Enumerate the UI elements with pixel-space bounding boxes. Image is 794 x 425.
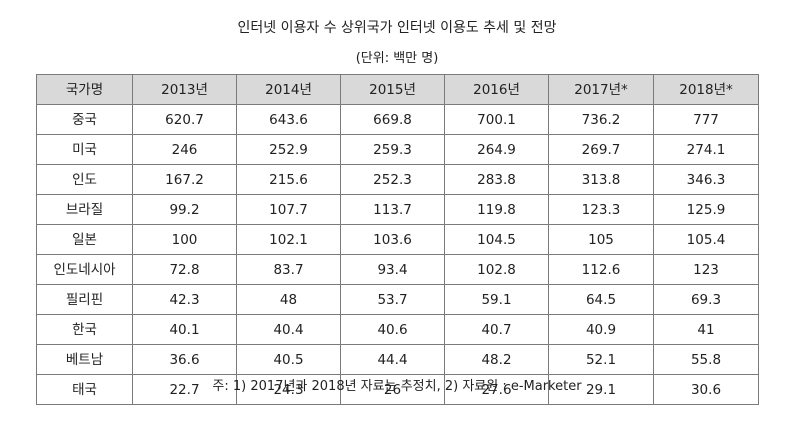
- table-cell: 346.3: [653, 164, 759, 195]
- table-cell: 53.7: [340, 284, 445, 315]
- table-cell: 41: [653, 314, 759, 345]
- row-country: 일본: [36, 224, 133, 255]
- footnote: 주: 1) 2017년과 2018년 자료는 추정치, 2) 자료원 : e-M…: [212, 379, 582, 394]
- table-row: 일본 100 102.1 103.6 104.5 105 105.4: [36, 224, 759, 255]
- table-cell: 100: [132, 224, 237, 255]
- table-cell: 27.6: [444, 374, 549, 405]
- table-cell: 252.3: [340, 164, 445, 195]
- table-row: 미국 246 252.9 259.3 264.9 269.7 274.1: [36, 134, 759, 165]
- header-2015: 2015년: [340, 74, 445, 105]
- table-cell: 123: [653, 254, 759, 285]
- row-country: 미국: [36, 134, 133, 165]
- table-cell: 669.8: [340, 104, 445, 135]
- table-cell: 105.4: [653, 224, 759, 255]
- table-cell: 48: [236, 284, 341, 315]
- table-cell: 103.6: [340, 224, 445, 255]
- table-cell: 777: [653, 104, 759, 135]
- table-cell: 40.9: [548, 314, 654, 345]
- table-cell: 72.8: [132, 254, 237, 285]
- table-cell: 643.6: [236, 104, 341, 135]
- table-cell: 40.7: [444, 314, 549, 345]
- table-cell: 64.5: [548, 284, 654, 315]
- internet-users-table: 국가명 2013년 2014년 2015년 2016년 2017년* 2018년…: [36, 74, 759, 405]
- table-row: 인도 167.2 215.6 252.3 283.8 313.8 346.3: [36, 164, 759, 195]
- table-cell: 252.9: [236, 134, 341, 165]
- table-cell: 736.2: [548, 104, 654, 135]
- table-cell: 44.4: [340, 344, 445, 375]
- table-cell: 112.6: [548, 254, 654, 285]
- header-2013: 2013년: [132, 74, 237, 105]
- table-cell: 102.8: [444, 254, 549, 285]
- table-cell: 24.3: [236, 374, 341, 405]
- table-cell: 36.6: [132, 344, 237, 375]
- row-country: 중국: [36, 104, 133, 135]
- table-cell: 104.5: [444, 224, 549, 255]
- table-cell: 167.2: [132, 164, 237, 195]
- table-cell: 30.6: [653, 374, 759, 405]
- table-cell: 215.6: [236, 164, 341, 195]
- table-cell: 274.1: [653, 134, 759, 165]
- header-2014: 2014년: [236, 74, 341, 105]
- table-cell: 52.1: [548, 344, 654, 375]
- table-cell: 55.8: [653, 344, 759, 375]
- table-cell: 83.7: [236, 254, 341, 285]
- table-cell: 119.8: [444, 194, 549, 225]
- row-country: 인도: [36, 164, 133, 195]
- table-cell: 107.7: [236, 194, 341, 225]
- table-cell: 283.8: [444, 164, 549, 195]
- header-2018: 2018년*: [653, 74, 759, 105]
- table-cell: 42.3: [132, 284, 237, 315]
- table-cell: 102.1: [236, 224, 341, 255]
- table-body: 중국 620.7 643.6 669.8 700.1 736.2 777 미국 …: [36, 104, 759, 405]
- table-cell: 264.9: [444, 134, 549, 165]
- table-cell: 246: [132, 134, 237, 165]
- table-cell: 29.1: [548, 374, 654, 405]
- header-row: 국가명 2013년 2014년 2015년 2016년 2017년* 2018년…: [36, 74, 759, 105]
- header-2017: 2017년*: [548, 74, 654, 105]
- table-row: 브라질 99.2 107.7 113.7 119.8 123.3 125.9: [36, 194, 759, 225]
- table-cell: 700.1: [444, 104, 549, 135]
- table-row: 한국 40.1 40.4 40.6 40.7 40.9 41: [36, 314, 759, 345]
- table-header: 국가명 2013년 2014년 2015년 2016년 2017년* 2018년…: [36, 74, 759, 105]
- table-cell: 99.2: [132, 194, 237, 225]
- table-cell: 48.2: [444, 344, 549, 375]
- table-cell: 40.6: [340, 314, 445, 345]
- table-row: 중국 620.7 643.6 669.8 700.1 736.2 777: [36, 104, 759, 135]
- table-cell: 113.7: [340, 194, 445, 225]
- table-cell: 105: [548, 224, 654, 255]
- table-row: 필리핀 42.3 48 53.7 59.1 64.5 69.3: [36, 284, 759, 315]
- table-row: 태국 22.7 24.3 26 27.6 29.1 30.6: [36, 374, 759, 405]
- table-cell: 59.1: [444, 284, 549, 315]
- table-row: 인도네시아 72.8 83.7 93.4 102.8 112.6 123: [36, 254, 759, 285]
- row-country: 필리핀: [36, 284, 133, 315]
- table-cell: 40.1: [132, 314, 237, 345]
- table-cell: 69.3: [653, 284, 759, 315]
- table-title: 인터넷 이용자 수 상위국가 인터넷 이용도 추세 및 전망: [237, 20, 557, 36]
- table-cell: 620.7: [132, 104, 237, 135]
- table-cell: 26: [340, 374, 445, 405]
- unit-caption: (단위: 백만 명): [355, 51, 439, 66]
- table-row: 베트남 36.6 40.5 44.4 48.2 52.1 55.8: [36, 344, 759, 375]
- table-cell: 123.3: [548, 194, 654, 225]
- table-cell: 40.4: [236, 314, 341, 345]
- header-2016: 2016년: [444, 74, 549, 105]
- table-cell: 269.7: [548, 134, 654, 165]
- table-cell: 93.4: [340, 254, 445, 285]
- table-cell: 40.5: [236, 344, 341, 375]
- row-country: 인도네시아: [36, 254, 133, 285]
- row-country: 베트남: [36, 344, 133, 375]
- row-country: 태국: [36, 374, 133, 405]
- table-cell: 259.3: [340, 134, 445, 165]
- table-cell: 125.9: [653, 194, 759, 225]
- table-cell: 313.8: [548, 164, 654, 195]
- header-country: 국가명: [36, 74, 133, 105]
- row-country: 브라질: [36, 194, 133, 225]
- row-country: 한국: [36, 314, 133, 345]
